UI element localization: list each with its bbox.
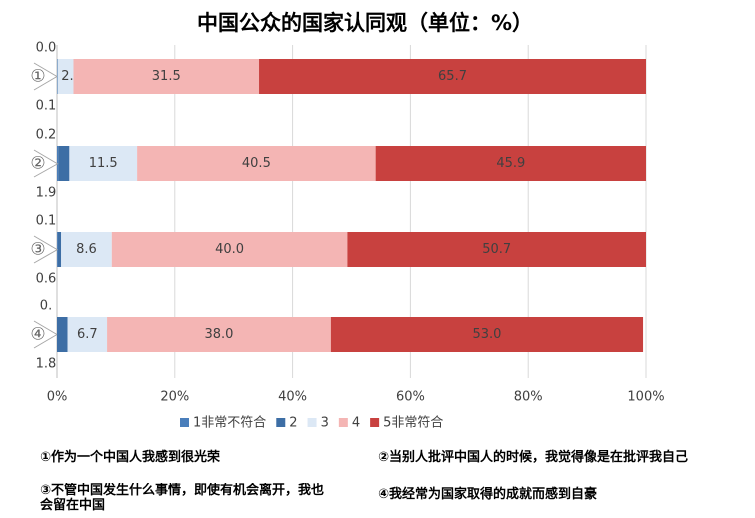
bar-segment (58, 146, 70, 181)
legend-label: 1非常不符合 (193, 415, 266, 431)
y-tick-label: ① (30, 67, 45, 87)
note: ④我经常为国家取得的成就而感到自豪 (378, 487, 598, 502)
x-tick-label: 0% (47, 390, 68, 405)
bar-segment (61, 232, 112, 267)
legend-swatch (180, 418, 189, 427)
note: ②当别人批评中国人的时候，我觉得像是在批评我自己 (378, 450, 689, 465)
leader-line (33, 62, 58, 77)
y-tick-label: ④ (30, 325, 45, 345)
data-label: 8.6 (76, 242, 97, 257)
bar-segment (330, 317, 644, 352)
legend-label: 4 (352, 416, 360, 431)
leader-line (33, 149, 58, 164)
data-label: 40.5 (242, 156, 271, 171)
x-tick-label: 100% (627, 390, 664, 405)
leader-line (33, 163, 59, 178)
data-label: 50.7 (482, 242, 511, 257)
data-label: 1.9 (36, 186, 57, 201)
bar-segment (107, 317, 331, 352)
data-label: 53.0 (472, 327, 501, 342)
legend-swatch (370, 418, 380, 427)
bar-segment (57, 59, 74, 94)
x-tick-label: 20% (160, 390, 189, 405)
leader-line (33, 235, 58, 250)
bar-segment (69, 146, 138, 181)
bar-segment (57, 317, 68, 352)
bar-segment (137, 146, 376, 181)
data-label: 0.0 (36, 41, 57, 56)
bar-segment (57, 232, 62, 267)
data-label: 40.0 (215, 242, 244, 257)
leader-line (33, 320, 58, 335)
data-label: 65.7 (438, 69, 467, 84)
data-label: 0.2 (36, 128, 57, 143)
data-label: 1.8 (36, 357, 57, 372)
bar-segment (347, 232, 646, 267)
data-label: 6.7 (77, 327, 98, 342)
bar-segment (259, 59, 646, 94)
data-label: 0.1 (36, 99, 57, 114)
legend-label: 3 (321, 416, 329, 431)
data-label: 31.5 (152, 69, 181, 84)
leader-line (33, 249, 58, 264)
note: ③不管中国发生什么事情，即使有机会离开，我也会留在中国 (40, 483, 325, 513)
data-label: 0. (40, 299, 52, 314)
data-label: 11.5 (89, 156, 118, 171)
bar-segment (73, 59, 260, 94)
y-tick-label: ② (30, 154, 45, 174)
leader-line (33, 76, 58, 91)
data-label: 38.0 (204, 327, 233, 342)
bar-segment (67, 317, 108, 352)
x-tick-label: 60% (396, 390, 425, 405)
bar-segment (111, 232, 348, 267)
chart-title: 中国公众的国家认同观（单位：%） (197, 11, 533, 35)
data-label: 0.1 (36, 214, 57, 229)
bar-segment (57, 59, 58, 94)
bar-segment (375, 146, 646, 181)
legend-label: 5非常符合 (383, 415, 443, 431)
legend-swatch (338, 418, 348, 427)
x-tick-label: 80% (514, 390, 543, 405)
note: ①作为一个中国人我感到很光荣 (40, 450, 221, 465)
legend-swatch (276, 418, 286, 427)
chart: 中国公众的国家认同观（单位：%） 0% 20% 40% 60% 80% 100% ① 0.0 0… (30, 11, 664, 431)
leader-line (33, 334, 58, 349)
y-tick-label: ③ (30, 240, 45, 260)
legend-label: 2 (289, 416, 297, 431)
legend-swatch (307, 418, 317, 427)
x-tick-label: 40% (278, 390, 307, 405)
data-label: 0.6 (36, 272, 57, 287)
data-label: 45.9 (496, 156, 525, 171)
